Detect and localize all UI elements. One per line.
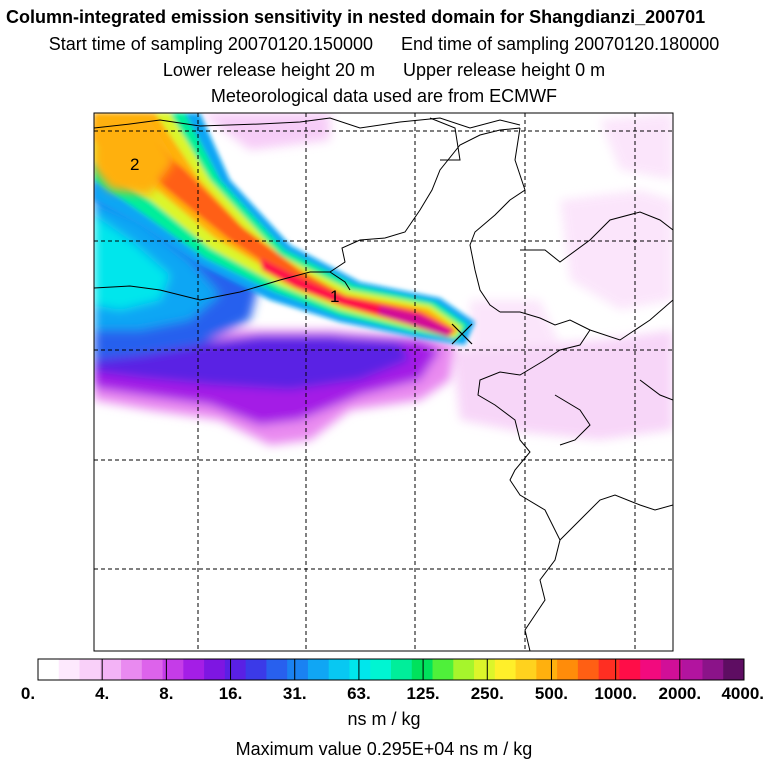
colorbar-cell: [100, 659, 122, 680]
colorbar-frame: [37, 658, 745, 681]
cluster-label-2: 2: [130, 155, 139, 174]
colorbar-cell: [38, 659, 60, 680]
release-site-marker: [451, 323, 473, 345]
colorbar-cell: [432, 659, 454, 680]
colorbar-cell: [536, 659, 558, 680]
colorbar-cell: [640, 659, 662, 680]
colorbar-cell: [307, 659, 330, 680]
colorbar-cell: [162, 659, 184, 680]
colorbar-cell: [474, 659, 496, 680]
colorbar-tick-label: 2000.: [659, 684, 702, 703]
upper-release-height: Upper release height 0 m: [403, 60, 606, 80]
colorbar-cell: [349, 659, 371, 680]
colorbar-cell: [328, 659, 350, 680]
colorbar-cell: [411, 659, 433, 680]
maximum-value: Maximum value 0.295E+04 ns m / kg: [235, 739, 533, 759]
end-time-label: End time of sampling 20070120.180000: [401, 34, 720, 54]
colorbar-tick-label: 4.: [95, 684, 109, 703]
colorbar-cell: [183, 659, 205, 680]
colorbar-tick-label: 1000.: [594, 684, 637, 703]
colorbar-cell: [266, 659, 288, 680]
colorbar-tick-label: 250.: [471, 684, 504, 703]
map-frame: [93, 112, 674, 652]
release-heights: Lower release height 20 m Upper release h…: [0, 59, 768, 81]
colorbar-tick-label: 63.: [347, 684, 371, 703]
start-time-label: Start time of sampling 20070120.150000: [48, 34, 373, 54]
met-data-source: Meteorological data used are from ECMWF: [210, 86, 558, 106]
colorbar-tick-label: 500.: [535, 684, 568, 703]
colorbar-tick-label: 0.: [21, 684, 35, 703]
colorbar-units: ns m / kg: [347, 709, 421, 729]
plot-title: Column-integrated emission sensitivity i…: [6, 7, 706, 27]
colorbar-cell: [619, 659, 641, 680]
colorbar-tick-label: 125.: [407, 684, 440, 703]
colorbar-cell: [121, 659, 143, 680]
colorbar-cells: [37, 658, 745, 681]
colorbar-tick-label: 4000.: [721, 684, 764, 703]
colorbar-tick-label: 16.: [219, 684, 243, 703]
colorbar-tick-label: 31.: [283, 684, 307, 703]
lat-lon-grid: [94, 113, 673, 651]
colorbar-cell: [494, 659, 516, 680]
colorbar-cell: [287, 659, 309, 680]
colorbar-cell: [577, 659, 600, 680]
colorbar-cell: [204, 659, 226, 680]
colorbar-cell: [391, 659, 413, 680]
colorbar-cell: [702, 659, 724, 680]
colorbar-cell: [224, 659, 247, 680]
colorbar-cell: [141, 659, 163, 680]
sensitivity-map: 2 1: [93, 112, 674, 652]
colorbar-tick-label: 8.: [159, 684, 173, 703]
colorbar-cell: [660, 659, 683, 680]
colorbar-cell: [723, 659, 745, 680]
plume-field: [94, 113, 673, 445]
colorbar-cell: [79, 659, 101, 680]
cluster-label-1: 1: [330, 287, 339, 306]
colorbar-cell: [598, 659, 620, 680]
colorbar-cell: [515, 659, 537, 680]
colorbar: 0. 4. 8. 16. 31. 63. 125. 250. 500. 1000. 2000. 400…: [21, 658, 764, 703]
sampling-times: Start time of sampling 20070120.150000 En…: [0, 33, 768, 55]
colorbar-cell: [245, 659, 267, 680]
lower-release-height: Lower release height 20 m: [162, 60, 375, 80]
colorbar-cell: [453, 659, 475, 680]
colorbar-cell: [370, 659, 392, 680]
coastlines: [94, 117, 673, 651]
colorbar-cell: [557, 659, 579, 680]
colorbar-cell: [58, 659, 80, 680]
colorbar-labels: 0. 4. 8. 16. 31. 63. 125. 250. 500. 1000. 2000. 400…: [21, 659, 764, 703]
colorbar-cell: [681, 659, 703, 680]
